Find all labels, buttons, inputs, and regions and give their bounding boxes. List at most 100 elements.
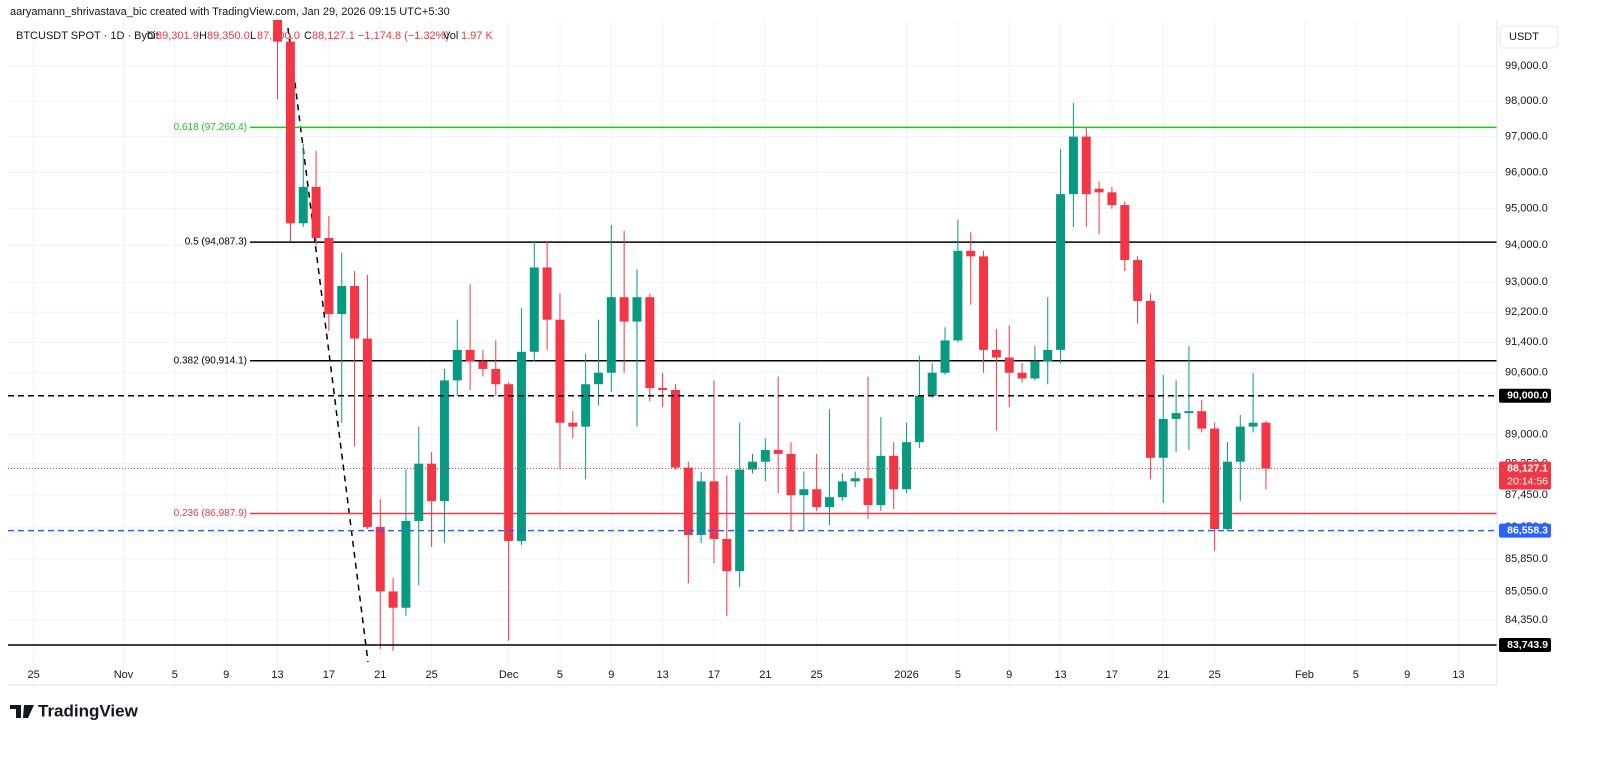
- x-tick-label: 21: [759, 669, 771, 681]
- price-tag-label: 83,743.9: [1507, 639, 1548, 651]
- candle-body: [683, 467, 693, 535]
- candle-body: [889, 455, 899, 490]
- candle-body: [1043, 349, 1053, 362]
- plot-area: [8, 20, 1497, 663]
- candle-body: [491, 368, 501, 385]
- y-tick-label: 84,350.0: [1505, 614, 1548, 626]
- candle-body: [1248, 422, 1258, 427]
- x-tick-label: 25: [28, 669, 40, 681]
- candle-body: [799, 489, 809, 496]
- x-tick-label: 2026: [894, 669, 918, 681]
- candle-body: [593, 372, 603, 385]
- y-tick-label: 93,000.0: [1505, 276, 1548, 288]
- candle-body: [786, 453, 796, 496]
- legend-open: 89,301.9: [156, 30, 199, 42]
- fib-label: 0.382 (90,914.1): [174, 355, 247, 366]
- candle-body: [825, 497, 835, 508]
- x-tick-label: 13: [657, 669, 669, 681]
- candle-body: [773, 449, 783, 454]
- candle-body: [966, 250, 976, 257]
- y-tick-label: 94,000.0: [1505, 239, 1548, 251]
- candle-body: [850, 478, 860, 482]
- legend-volume: 1.97 K: [461, 30, 493, 42]
- candle-body: [953, 250, 963, 341]
- candle-body: [1030, 361, 1040, 379]
- x-tick-label: 9: [223, 669, 229, 681]
- candle-body: [1184, 411, 1194, 414]
- candle-body: [991, 349, 1001, 358]
- y-tick-label: 87,450.0: [1505, 489, 1548, 501]
- candle-body: [722, 538, 732, 572]
- candle-body: [606, 297, 616, 373]
- candle-body: [478, 361, 488, 369]
- price-tag: [1499, 461, 1551, 490]
- candle-body: [401, 520, 411, 608]
- fib-label: 0.618 (97,260.4): [174, 122, 247, 133]
- legend: BTCUSDT SPOT · 1D · Bybit O 89,301.9 H 8…: [16, 30, 493, 42]
- candle-body: [1171, 413, 1181, 419]
- candle-body: [465, 349, 475, 362]
- y-tick-label: 97,000.0: [1505, 131, 1548, 143]
- y-tick-label: 96,000.0: [1505, 166, 1548, 178]
- legend-vol: Vol: [443, 30, 458, 42]
- x-tick-label: 17: [323, 669, 335, 681]
- legend-l: L: [250, 30, 256, 42]
- candle-body: [837, 481, 847, 498]
- currency-button[interactable]: [1499, 25, 1559, 49]
- y-tick-label: 90,600.0: [1505, 367, 1548, 379]
- candle-body: [1017, 372, 1027, 379]
- grid: [8, 20, 1497, 685]
- x-tick-label: Dec: [499, 669, 519, 681]
- candle-body: [760, 449, 770, 462]
- candle-body: [555, 319, 565, 423]
- legend-low: 87,600.0: [257, 30, 300, 42]
- legend-change: −1,174.8 (−1.32%): [358, 30, 449, 42]
- candle-body: [414, 463, 424, 521]
- x-tick-label: 5: [955, 669, 961, 681]
- candle-body: [324, 237, 334, 315]
- fib-label: 0.5 (94,087.3): [185, 237, 247, 248]
- x-tick-label: 21: [1157, 669, 1169, 681]
- candle-body: [1081, 136, 1091, 195]
- price-tag-label: 88,127.1: [1507, 462, 1548, 474]
- price-tag: [1499, 388, 1551, 403]
- header-text: aaryamann_shrivastava_bic created with T…: [10, 6, 450, 18]
- candle-body: [452, 349, 462, 381]
- candle-body: [362, 338, 372, 527]
- candle-body: [658, 388, 668, 390]
- fib-trend-line: [287, 27, 369, 663]
- candle-body: [645, 297, 655, 389]
- candle-body: [285, 41, 295, 224]
- candle-body: [427, 463, 437, 502]
- x-tick-label: 25: [1208, 669, 1220, 681]
- candle-body: [1056, 194, 1066, 350]
- candle-body: [1120, 205, 1130, 261]
- logo-icon: [10, 705, 34, 718]
- candle-body: [1222, 461, 1232, 529]
- legend-c: C: [304, 30, 312, 42]
- candle-body: [696, 481, 706, 535]
- candle-body: [735, 469, 745, 572]
- candle-body: [876, 455, 886, 506]
- y-tick-label: 85,050.0: [1505, 585, 1548, 597]
- candle-body: [1094, 188, 1104, 193]
- candle-body: [863, 478, 873, 506]
- y-tick-label: 91,400.0: [1505, 336, 1548, 348]
- candle-body: [927, 372, 937, 396]
- currency-label[interactable]: USDT: [1509, 31, 1539, 43]
- candle-body: [902, 442, 912, 490]
- candle-body: [1133, 260, 1143, 301]
- candle-body: [1158, 418, 1168, 458]
- candle-body: [1107, 192, 1117, 206]
- x-tick-label: 25: [811, 669, 823, 681]
- candle-body: [748, 461, 757, 470]
- candle-body: [670, 389, 680, 468]
- price-tag: [1499, 523, 1551, 538]
- price-tag: [1499, 637, 1551, 652]
- candle-body: [542, 267, 552, 320]
- y-tick-label: 89,000.0: [1505, 428, 1548, 440]
- logo-text: TradingView: [38, 701, 139, 720]
- candle-body: [298, 186, 308, 224]
